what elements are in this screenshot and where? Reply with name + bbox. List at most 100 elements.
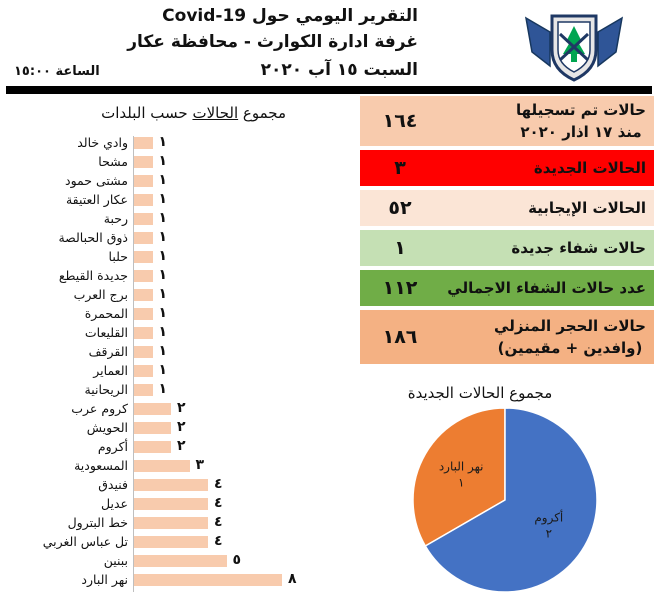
bar <box>134 327 153 339</box>
bar-row: جديدة القيطع ١ <box>0 267 340 285</box>
bar <box>134 403 171 415</box>
bar <box>134 441 171 453</box>
bar-value-label: ١ <box>158 343 168 359</box>
bar <box>134 574 282 586</box>
bar-row: العماير ١ <box>0 362 340 380</box>
bar-category-label: ببنين <box>103 553 128 568</box>
bar-value-label: ١ <box>158 267 168 283</box>
report-subtitle: غرفة ادارة الكوارث - محافظة عكار <box>127 32 418 52</box>
pie-slice-label: نهر البارد <box>439 460 484 475</box>
bar-category-label: خط البترول <box>67 515 128 530</box>
stat-value: ١٨٦ <box>382 326 418 348</box>
towns-chart-title: مجموع الحالات حسب البلدات <box>101 104 286 122</box>
bar <box>134 289 153 301</box>
report-title: التقرير اليومي حول Covid-19 <box>162 6 418 26</box>
bar-category-label: ذوق الحبالصة <box>58 230 128 245</box>
bar-value-label: ١ <box>158 324 168 340</box>
stat-row: حالات تم تسجيلها منذ ١٧ اذار ٢٠٢٠ ١٦٤ <box>360 96 654 146</box>
bar-value-label: ١ <box>158 134 168 150</box>
bar-category-label: الريحانية <box>84 382 129 397</box>
bar-row: الريحانية ١ <box>0 381 340 399</box>
stat-row: الحالات الجديدة ٣ <box>360 150 654 186</box>
stat-row: الحالات الإيجابية ٥٢ <box>360 190 654 226</box>
bar-row: حلبا ١ <box>0 248 340 266</box>
bar-value-label: ١ <box>158 248 168 264</box>
pie-slice-label: أكروم <box>534 509 563 525</box>
stat-label-line: (وافدين + مقيمين) <box>497 339 643 357</box>
bar-category-label: المسعودية <box>74 458 128 473</box>
bar-category-label: جديدة القيطع <box>58 268 128 283</box>
bar-category-label: القليعات <box>84 325 128 340</box>
stat-value: ١١٢ <box>382 277 418 299</box>
bar-row: خط البترول ٤ <box>0 514 340 532</box>
stat-label-line: حالات شفاء جديدة <box>511 239 646 257</box>
report-date: السبت ١٥ آب ٢٠٢٠ <box>260 60 418 80</box>
bar-value-label: ٢ <box>177 400 186 416</box>
bar-category-label: حلبا <box>108 249 128 264</box>
new-cases-chart-title: مجموع الحالات الجديدة <box>407 384 553 402</box>
bar-category-label: رحبة <box>103 211 128 226</box>
stat-label-line: الحالات الإيجابية <box>528 199 646 217</box>
bar <box>134 270 153 282</box>
stat-label: الحالات الجديدة <box>534 150 646 186</box>
stat-label-line: منذ ١٧ اذار ٢٠٢٠ <box>520 123 642 141</box>
bar-row: كروم عرب ٢ <box>0 400 340 418</box>
bar-row: فنيدق ٤ <box>0 476 340 494</box>
stat-value: ١ <box>394 237 406 259</box>
bar-row: القرقف ١ <box>0 343 340 361</box>
stat-label: عدد حالات الشفاء الاجمالي <box>447 270 646 306</box>
bar <box>134 536 208 548</box>
bar-row: القليعات ١ <box>0 324 340 342</box>
header-divider <box>6 86 652 94</box>
stat-value: ١٦٤ <box>382 110 418 132</box>
bar-row: المحمرة ١ <box>0 305 340 323</box>
bar-category-label: كروم عرب <box>71 401 128 416</box>
bar-row: تل عباس الغربي ٤ <box>0 533 340 551</box>
bar-row: ببنين ٥ <box>0 552 340 570</box>
bar-category-label: القرقف <box>88 344 128 359</box>
pie-slice <box>412 407 506 548</box>
stat-label-line: حالات تم تسجيلها <box>515 101 646 119</box>
stat-value: ٥٢ <box>388 197 412 219</box>
stat-label: حالات الحجر المنزلي (وافدين + مقيمين) <box>494 310 646 364</box>
bar-category-label: المحمرة <box>84 306 128 321</box>
stat-label: الحالات الإيجابية <box>528 190 646 226</box>
bar-value-label: ١ <box>158 362 168 378</box>
bar-category-label: نهر البارد <box>81 572 128 587</box>
bar-value-label: ١ <box>158 172 168 188</box>
bar <box>134 251 153 263</box>
bar-category-label: أكروم <box>97 439 128 454</box>
bar-value-label: ١ <box>158 286 168 302</box>
bar <box>134 194 153 206</box>
pie-slice-value: ١ <box>458 476 464 490</box>
bar-value-label: ٣ <box>195 457 205 473</box>
bar <box>134 346 153 358</box>
bar <box>134 517 208 529</box>
bar-value-label: ١ <box>158 153 168 169</box>
bar-row: أكروم ٢ <box>0 438 340 456</box>
stat-label: حالات تم تسجيلها منذ ١٧ اذار ٢٠٢٠ <box>516 96 646 146</box>
bar-row: مشتى حمود ١ <box>0 172 340 190</box>
bar <box>134 137 153 149</box>
bar-category-label: مشتى حمود <box>65 173 128 188</box>
bar-value-label: ٨ <box>288 571 297 587</box>
bar-value-label: ٢ <box>177 419 186 435</box>
bar-value-label: ٢ <box>177 438 186 454</box>
bar <box>134 479 208 491</box>
report-time: الساعة ١٥:٠٠ <box>14 64 100 79</box>
bar-category-label: فنيدق <box>98 477 128 492</box>
bar <box>134 422 171 434</box>
stat-label-line: حالات الحجر المنزلي <box>494 317 646 335</box>
bar-category-label: عكار العتيقة <box>65 192 128 207</box>
bar-value-label: ١ <box>158 229 168 245</box>
bar <box>134 384 153 396</box>
bar <box>134 460 190 472</box>
bar-row: نهر البارد ٨ <box>0 571 340 589</box>
bar-row: وادي خالد ١ <box>0 134 340 152</box>
bar-value-label: ٤ <box>214 476 223 492</box>
bar <box>134 555 227 567</box>
bar <box>134 365 153 377</box>
bar-row: المسعودية ٣ <box>0 457 340 475</box>
bar-chart-axis <box>133 136 134 592</box>
